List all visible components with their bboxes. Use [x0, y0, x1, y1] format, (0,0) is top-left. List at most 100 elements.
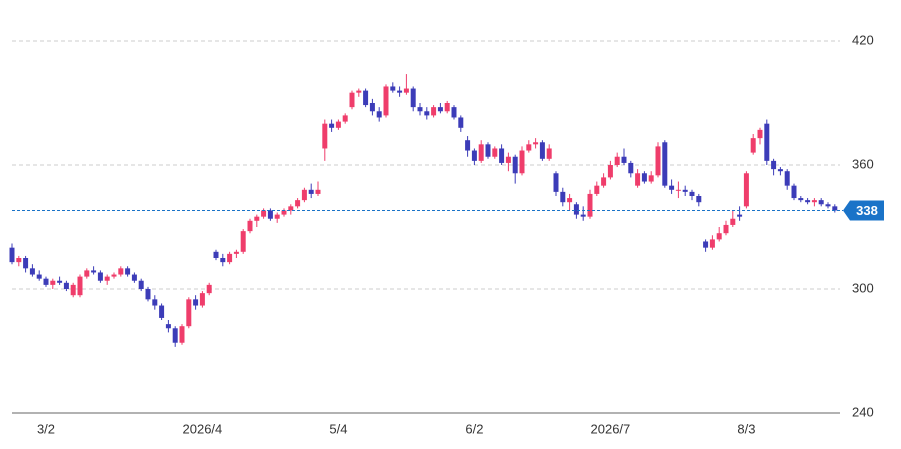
candle-body: [186, 299, 192, 327]
candle-body: [621, 156, 627, 163]
x-tick-label: 5/4: [329, 421, 347, 436]
candle-body: [424, 111, 430, 116]
candle-body: [376, 111, 382, 118]
candle-body: [281, 210, 287, 215]
candle-body: [757, 129, 763, 139]
candle-body: [159, 305, 165, 318]
x-tick-label: 2026/4: [183, 421, 223, 436]
candle-body: [16, 258, 22, 263]
candle-body: [70, 284, 76, 296]
candle-body: [669, 185, 675, 190]
candle-body: [798, 198, 804, 201]
candle-body: [261, 210, 267, 217]
candle-body: [63, 282, 69, 289]
candle-body: [247, 220, 253, 232]
candle-body: [492, 148, 498, 157]
candle-body: [315, 189, 321, 194]
candle-body: [580, 214, 586, 217]
candle-body: [29, 268, 35, 275]
y-tick-label: 420: [852, 32, 874, 47]
candle-body: [587, 193, 593, 217]
candle-body: [485, 144, 491, 157]
candle-body: [689, 191, 695, 196]
candle-body: [118, 268, 124, 275]
candle-body: [131, 274, 137, 281]
candle-body: [342, 115, 348, 122]
last-price-label: 338: [856, 203, 878, 218]
candle-body: [777, 169, 783, 172]
candle-body: [465, 140, 471, 151]
candle-body: [567, 198, 573, 203]
candle-body: [410, 88, 416, 108]
candle-body: [771, 160, 777, 170]
candle-body: [635, 173, 641, 186]
candle-body: [648, 175, 654, 182]
candle-body: [784, 171, 790, 186]
candle-body: [662, 142, 668, 186]
candle-body: [417, 107, 423, 112]
y-tick-label: 360: [852, 156, 874, 171]
candle-body: [43, 278, 49, 285]
candle-body: [179, 326, 185, 343]
candle-body: [437, 107, 443, 112]
candle-body: [125, 268, 131, 275]
candle-body: [825, 204, 831, 207]
candle-body: [533, 142, 539, 145]
candle-body: [403, 88, 409, 93]
candle-body: [152, 299, 158, 306]
candle-body: [233, 251, 239, 254]
candle-body: [77, 276, 83, 296]
candle-body: [97, 272, 103, 281]
candle-body: [165, 324, 171, 329]
candle-body: [288, 206, 294, 211]
candle-body: [444, 103, 450, 112]
candle-body: [641, 173, 647, 182]
candle-body: [322, 123, 328, 149]
candle-body: [356, 90, 362, 93]
candle-body: [539, 142, 545, 159]
candle-body: [614, 156, 620, 165]
candle-body: [737, 214, 743, 217]
candle-body: [172, 328, 178, 343]
x-tick-label: 6/2: [465, 421, 483, 436]
candle-body: [199, 293, 205, 306]
candle-body: [675, 189, 681, 191]
candle-body: [220, 258, 226, 263]
candle-body: [553, 173, 559, 192]
candle-body: [703, 241, 709, 248]
candle-body: [512, 156, 518, 174]
x-tick-label: 3/2: [37, 421, 55, 436]
candle-body: [91, 270, 97, 273]
last-price-badge: [843, 200, 884, 221]
candle-body: [9, 247, 15, 263]
candle-body: [723, 224, 729, 234]
candle-body: [499, 148, 505, 163]
candle-body: [227, 253, 233, 263]
candle-body: [682, 189, 688, 192]
candle-body: [764, 123, 770, 161]
candle-body: [471, 150, 477, 161]
candle-body: [811, 200, 817, 203]
candle-body: [193, 299, 199, 306]
candle-body: [138, 280, 144, 289]
candle-body: [716, 233, 722, 240]
candle-body: [308, 189, 314, 194]
x-tick-label: 2026/7: [591, 421, 631, 436]
candle-body: [240, 231, 246, 252]
candle-body: [594, 185, 600, 194]
candle-body: [805, 200, 811, 203]
candle-body: [349, 92, 355, 108]
candle-body: [84, 270, 90, 277]
candle-body: [628, 162, 634, 174]
candle-body: [301, 189, 307, 201]
candle-body: [451, 107, 457, 118]
candle-body: [267, 210, 273, 219]
candle-body: [832, 206, 838, 211]
candle-body: [750, 138, 756, 153]
candle-body: [601, 177, 607, 186]
candle-body: [213, 251, 219, 258]
candle-body: [478, 144, 484, 161]
candle-body: [573, 204, 579, 215]
candle-body: [104, 276, 110, 281]
